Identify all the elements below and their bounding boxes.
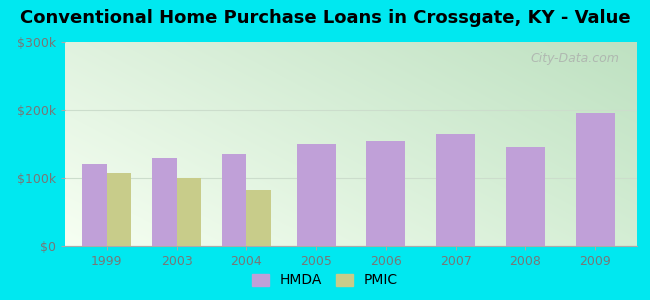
Legend: HMDA, PMIC: HMDA, PMIC (246, 268, 404, 293)
Bar (107, 172, 131, 246)
Bar (506, 147, 545, 246)
Bar (222, 154, 246, 246)
Bar (177, 178, 201, 246)
Bar (246, 190, 271, 246)
Text: Conventional Home Purchase Loans in Crossgate, KY - Value: Conventional Home Purchase Loans in Cros… (20, 9, 630, 27)
Bar (152, 158, 177, 246)
Bar (436, 134, 475, 246)
Bar (83, 164, 107, 246)
Bar (367, 141, 406, 246)
Bar (296, 144, 335, 246)
Bar (576, 113, 615, 246)
Text: City-Data.com: City-Data.com (531, 52, 620, 65)
